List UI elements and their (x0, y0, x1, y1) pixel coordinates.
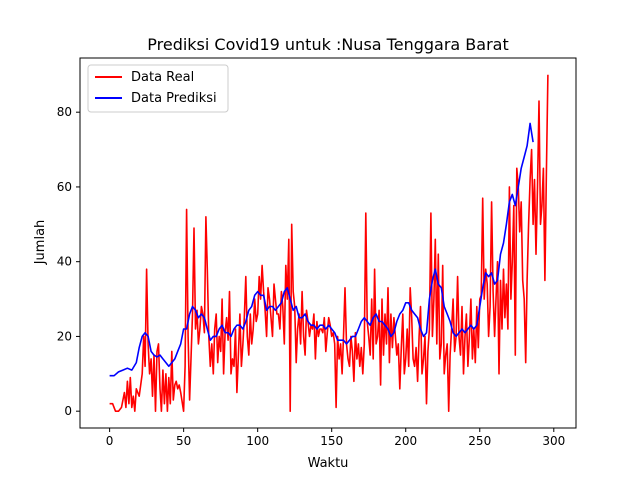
y-axis-label: Jumlah (33, 220, 48, 266)
x-tick-label: 50 (176, 434, 191, 448)
legend-label-2: Data Prediksi (131, 91, 217, 106)
axes-frame (79, 57, 577, 429)
y-tick-label: 20 (57, 329, 72, 343)
x-tick-label: 150 (320, 434, 343, 448)
y-tick-label: 0 (64, 404, 72, 418)
x-tick-label: 250 (468, 434, 491, 448)
x-tick-label: 300 (542, 434, 565, 448)
legend: Data Real Data Prediksi (87, 64, 229, 113)
x-tick-label: 100 (246, 434, 269, 448)
legend-box (87, 64, 229, 113)
series-line-2 (109, 122, 534, 377)
legend-label-1: Data Real (131, 70, 194, 85)
chart-title: Prediksi Covid19 untuk :Nusa Tenggara Ba… (147, 35, 508, 54)
y-tick-label: 80 (57, 105, 72, 119)
x-tick-label: 200 (394, 434, 417, 448)
y-tick-label: 40 (57, 255, 72, 269)
plot-area (109, 74, 549, 413)
axes: 0 50 100 150 200 250 300 0 20 40 60 80 (57, 57, 577, 448)
y-tick-label: 60 (57, 180, 72, 194)
x-axis-label: Waktu (308, 456, 349, 471)
series-line-1 (109, 74, 549, 413)
x-tick-label: 0 (106, 434, 114, 448)
